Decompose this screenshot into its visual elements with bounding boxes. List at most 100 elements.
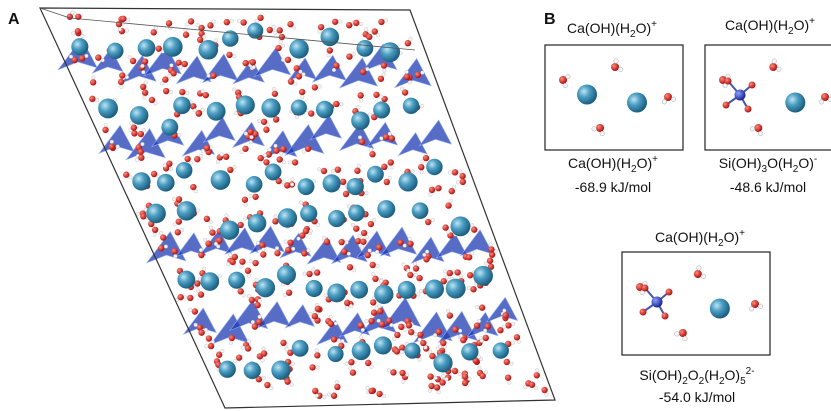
structure-panel [40,8,555,408]
hydrogen-atom [368,113,372,117]
hydrogen-atom [329,315,333,319]
hydrogen-atom [303,272,307,276]
formula-part: O(H [767,155,793,171]
calcium-atom [350,281,368,299]
oxygen-atom [470,286,476,292]
oxygen-atom [224,19,230,25]
hydrogen-atom [174,254,178,258]
formula-part: O) [798,155,814,171]
calcium-atom [398,281,416,299]
hydrogen-atom [376,264,380,268]
hydrogen-atom [662,100,667,105]
oxygen-atom [418,164,424,170]
formula-part: + [652,154,658,165]
oxygen-atom [314,352,320,358]
hydrogen-atom [400,87,404,91]
hydrogen-atom [331,169,335,173]
oxygen-atom [369,151,375,157]
hydrogen-atom [390,165,394,169]
oxygen-atom [413,265,419,271]
oxygen-atom [666,289,673,296]
oxygen-atom [407,241,413,247]
hydrogen-atom [209,220,213,224]
hydrogen-atom [280,152,284,156]
oxygen-atom [429,187,435,193]
hydrogen-atom [196,23,200,27]
calcium-atom [211,170,231,190]
hydrogen-atom [467,286,471,290]
calcium-atom [367,166,384,183]
calcium-atom [199,40,219,60]
calcium-atom [347,178,364,195]
hydrogen-atom [364,27,368,31]
hydrogen-atom [512,322,516,326]
oxygen-atom [209,229,215,235]
oxygen-atom [288,78,294,84]
oxygen-atom [331,336,337,342]
oxygen-atom [299,89,305,95]
silicate-tetrahedron [367,122,397,146]
calcium-atom [277,265,296,284]
oxygen-atom [123,172,129,178]
calcium-atom [248,214,267,233]
oxygen-atom [505,374,511,380]
hydrogen-atom [129,122,133,126]
formula-part: + [739,228,745,239]
oxygen-atom [318,24,324,30]
calcium-atom [328,346,344,362]
silicate-tetrahedron [257,302,290,328]
formula-part: Si(OH) [719,155,762,171]
formula: Ca(OH)(H2O)+ [725,16,815,37]
oxygen-atom [449,188,455,194]
hydrogen-atom [309,229,313,233]
oxygen-atom [240,19,246,25]
hydrogen-atom [290,383,294,387]
formula: Ca(OH)(H2O)+ [567,19,657,40]
hydrogen-atom [337,339,341,343]
calcium-atom [425,280,444,299]
hydrogen-atom [209,226,213,230]
hydrogen-atom [322,395,326,399]
oxygen-atom [452,326,458,332]
oxygen-atom [346,53,352,59]
hydrogen-atom [456,180,460,184]
hydrogen-atom [295,115,299,119]
silicate-tetrahedron [419,120,451,146]
hydrogen-atom [199,248,203,252]
calcium-atom [306,280,323,297]
oxygen-atom [360,239,366,245]
hydrogen-atom [240,150,244,154]
hydrogen-atom [566,74,571,79]
oxygen-atom [405,40,411,46]
silicate-tetrahedron [285,305,314,328]
calcium-atom [356,40,373,57]
hydrogen-atom [750,127,755,132]
hydrogen-atom [125,75,129,79]
hydrogen-atom [214,39,218,43]
hydrogen-atom [247,294,251,298]
hydrogen-atom [359,335,363,339]
hydrogen-atom [359,22,363,26]
hydrogen-atom [459,170,463,174]
oxygen-atom [434,384,440,390]
oxygen-atom [261,350,267,356]
panel-label: B [544,11,556,28]
hydrogen-atom [345,306,349,310]
hydrogen-atom [489,243,493,247]
hydrogen-atom [221,349,225,353]
oxygen-atom [151,29,157,35]
oxygen-atom [131,124,137,130]
hydrogen-atom [136,212,140,216]
hydrogen-atom [358,136,362,140]
oxygen-atom [611,63,619,71]
hydrogen-atom [204,344,208,348]
hydrogen-atom [318,30,322,34]
hydrogen-atom [393,337,397,341]
oxygen-atom [386,318,392,324]
calcium-atom [351,111,369,129]
hydrogen-atom [243,217,247,221]
hydrogen-atom [129,176,133,180]
calcium-atom [173,97,191,115]
hydrogen-atom [201,149,205,153]
calcium-atom [146,204,166,224]
